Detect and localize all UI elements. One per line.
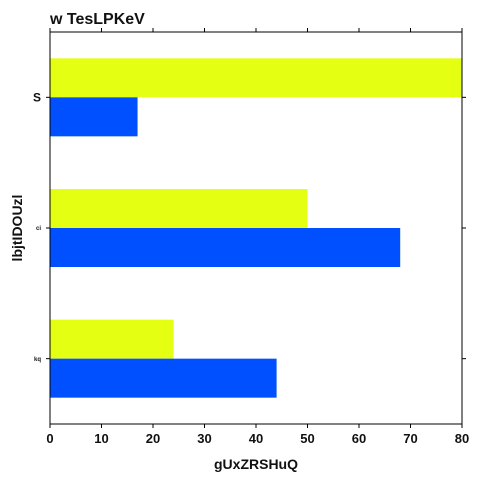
y-tick-label: ci: [36, 226, 41, 232]
bar-ci-series-2: [50, 228, 401, 267]
x-tick-label: 60: [352, 431, 366, 446]
x-axis-label: gUxZRSHuQ: [214, 456, 298, 472]
x-tick-label: 0: [46, 431, 53, 446]
bar-kq-series-1: [50, 319, 174, 359]
x-tick-label: 70: [403, 431, 417, 446]
y-tick-label: kq: [34, 357, 41, 363]
y-axis-label: lbjtIDOUzl: [9, 195, 25, 262]
x-tick-label: 20: [146, 431, 160, 446]
x-tick-label: 30: [197, 431, 211, 446]
bars-layer: [50, 58, 462, 398]
bar-S-series-1: [50, 58, 462, 98]
x-tick-label: 40: [249, 431, 263, 446]
y-tick-label: S: [33, 91, 41, 105]
bar-kq-series-2: [50, 358, 277, 398]
bar-ci-series-1: [50, 189, 308, 228]
chart-title: w TesLPKeV: [49, 11, 145, 28]
x-tick-label: 80: [455, 431, 469, 446]
x-tick-label: 50: [300, 431, 314, 446]
bar-S-series-2: [50, 97, 138, 137]
ticks-layer: Sci kq 0 10 20 30 40 50 60 70 80: [33, 28, 469, 446]
x-tick-label: 10: [94, 431, 108, 446]
